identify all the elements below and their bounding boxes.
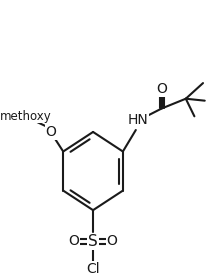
Text: O: O bbox=[107, 234, 117, 248]
Text: methoxy: methoxy bbox=[0, 110, 51, 123]
Text: Cl: Cl bbox=[86, 262, 100, 276]
Text: O: O bbox=[69, 234, 80, 248]
Text: O: O bbox=[156, 82, 167, 96]
Text: O: O bbox=[46, 125, 57, 139]
Text: S: S bbox=[88, 234, 98, 249]
Text: HN: HN bbox=[128, 113, 149, 127]
